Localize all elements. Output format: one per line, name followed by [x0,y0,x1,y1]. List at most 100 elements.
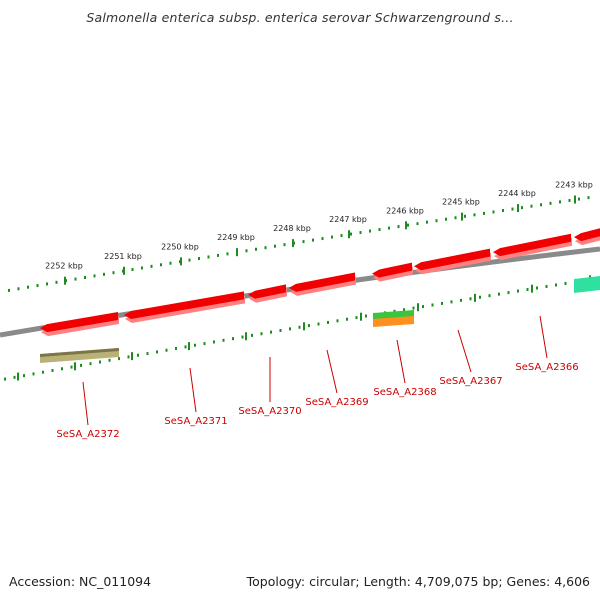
ruler-minor-tick [555,283,557,287]
gene-labels: SeSA_A2372 SeSA_A2371 SeSA_A2370 SeSA_A2369… [56,315,579,440]
ruler-minor-tick [498,292,500,296]
ruler-minor-tick [84,275,86,279]
ruler-minor-tick [450,300,453,304]
cds-arrow-a2370 [248,284,286,299]
cds-arrow-a2371 [124,291,244,319]
ruler-minor-tick [141,266,143,270]
ruler-minor-tick [431,303,434,307]
gene-label: SeSA_A2372 [56,429,119,440]
ruler-minor-tick [488,294,491,298]
ruler-minor-tick [578,197,580,201]
ruler-minor-tick [146,352,149,356]
ruler-minor-tick [502,208,504,212]
ruler-major-tick [303,322,305,331]
ruler-minor-tick [355,316,358,320]
cds-arrow-edge [574,228,600,242]
ruler-minor-tick [112,271,115,275]
ruler-minor-tick [416,222,419,226]
ruler-major-tick [236,248,238,257]
gene-leader-line [82,381,89,426]
ruler-minor-tick [507,291,510,295]
ruler-minor-tick [454,216,457,220]
ruler-major-tick [474,293,476,302]
ruler-major-tick [180,257,182,266]
ruler-minor-tick [99,360,101,364]
genome-summary-text: Topology: circular; Length: 4,709,075 bp… [246,574,590,589]
ruler-minor-tick [80,363,82,367]
ruler-minor-tick [51,368,54,372]
ruler-minor-tick [213,340,215,344]
ruler-label: 2252 kbp [45,262,83,271]
ruler-major-tick [64,276,66,285]
ruler-minor-tick [32,372,35,376]
ruler-minor-tick [359,231,362,235]
gene-leader-line [189,367,197,413]
ruler-minor-tick [540,203,542,207]
gene-label: SeSA_A2367 [439,376,502,387]
ruler-label: 2249 kbp [217,233,255,242]
ruler-minor-tick [55,280,58,284]
ruler-minor-tick [150,264,153,268]
ruler-minor-tick [255,247,257,251]
ruler-minor-tick [156,350,158,354]
ruler-major-tick [405,221,407,230]
ruler-minor-tick [13,375,16,379]
ruler-minor-tick [270,330,272,334]
ruler-minor-tick [517,289,519,293]
ruler-minor-tick [317,322,320,326]
ruler-major-tick [17,372,19,381]
gene-leader-line [326,349,338,394]
ruler-minor-tick [346,317,348,321]
ruler-minor-tick [397,225,400,229]
misc-feature-olive-top [40,348,119,357]
ruler-minor-tick [526,288,529,292]
ruler-minor-tick [188,258,191,262]
ruler-minor-tick [137,353,139,357]
cds-arrow-a2367 [414,248,490,271]
cds-arrow-a2372 [40,311,118,333]
ruler-major-tick [574,195,576,204]
ruler-minor-tick [340,234,343,238]
ruler-minor-tick [369,229,371,233]
ruler-major-tick [461,212,463,221]
ruler-minor-tick [245,249,248,253]
ruler-label: 2250 kbp [161,242,199,251]
ruler-minor-tick [93,274,96,278]
ruler-minor-tick [407,223,409,227]
ruler-minor-tick [175,347,177,351]
ruler-minor-tick [194,343,196,347]
ruler-minor-tick [336,319,339,323]
ruler-label: 2246 kbp [386,206,424,215]
ruler-major-tick [74,362,76,371]
ruler-minor-tick [184,345,187,349]
ruler-major-tick [360,312,362,321]
gene-leader-line [457,329,472,373]
ruler-minor-tick [378,228,381,232]
ruler-minor-tick [118,357,120,361]
lower-ruler [4,275,595,381]
ruler-minor-tick [308,324,310,328]
ruler-minor-tick [103,272,105,276]
cds-arrow-a2369 [289,272,355,292]
ruler-major-tick [123,266,125,275]
ruler-label: 2251 kbp [104,252,142,261]
ruler-label: 2247 kbp [329,215,367,224]
ruler-minor-tick [283,243,286,247]
ruler-minor-tick [160,263,162,267]
ruler-label: 2248 kbp [273,224,311,233]
ruler-minor-tick [511,207,514,211]
ruler-minor-tick [388,226,390,230]
ruler-minor-tick [473,213,476,217]
ruler-minor-tick [70,365,73,369]
ruler-minor-tick [460,298,462,302]
ruler-major-tick [517,204,519,213]
ruler-minor-tick [530,204,533,208]
ruler-minor-tick [536,286,538,290]
ruler-major-tick [292,239,294,248]
ruler-minor-tick [8,288,10,292]
ruler-minor-tick [46,282,48,286]
cds-arrow-a2368 [372,262,412,278]
ruler-major-tick [531,284,533,293]
gene-leader-line [539,315,548,359]
ruler-label: 2245 kbp [442,198,480,207]
